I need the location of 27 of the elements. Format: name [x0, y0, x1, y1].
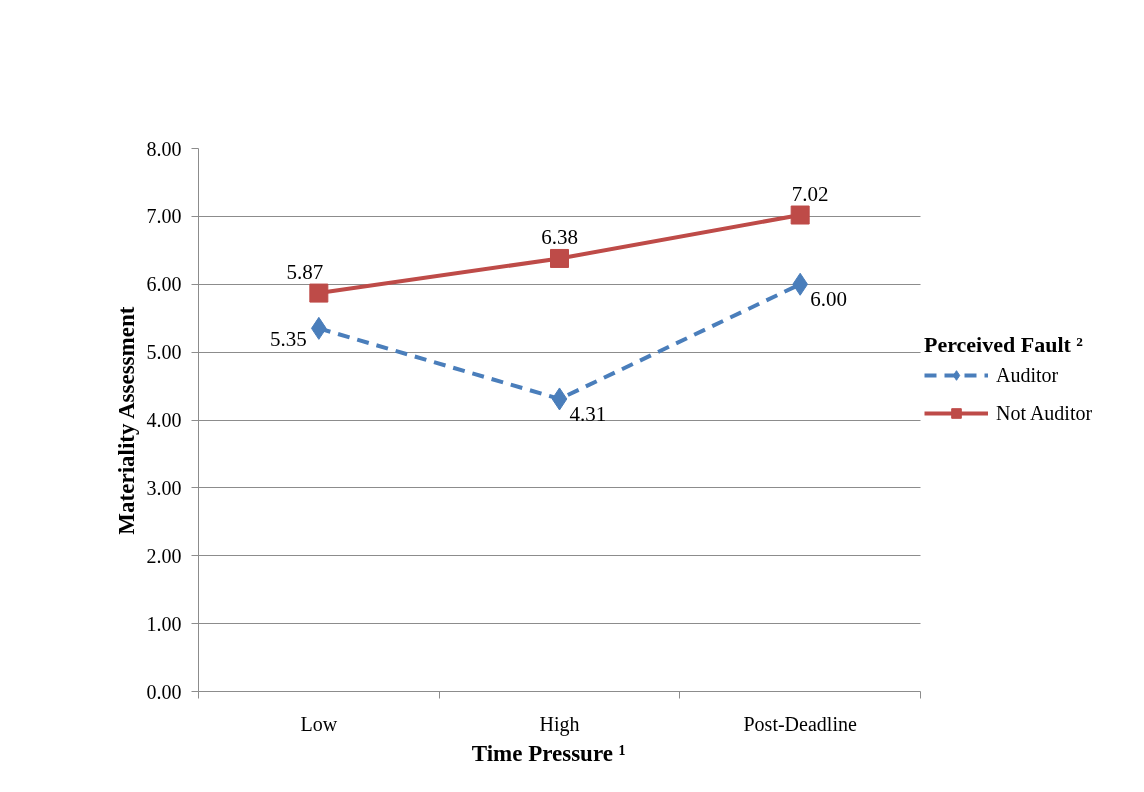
- y-tick-label: 8.00: [146, 137, 182, 160]
- x-tick-label: Post-Deadline: [743, 712, 857, 735]
- y-tick-label: 7.00: [146, 205, 182, 228]
- data-label: 7.02: [791, 182, 829, 207]
- y-tick-label: 6.00: [146, 273, 182, 296]
- data-label: 6.00: [810, 287, 847, 312]
- data-label: 5.35: [270, 327, 307, 352]
- x-tick-label: High: [539, 712, 580, 736]
- y-axis-title: Materiality Assessment: [113, 306, 139, 535]
- data-label: 5.87: [286, 260, 324, 285]
- data-label: 4.31: [569, 401, 607, 426]
- y-tick-label: 4.00: [146, 409, 182, 431]
- y-tick-label: 3.00: [146, 476, 182, 499]
- y-tick-label: 0.00: [146, 680, 182, 703]
- x-tick-label: Low: [300, 712, 338, 735]
- point: [790, 205, 810, 225]
- legend-title: Perceived Fault ²: [924, 332, 1084, 358]
- legend-label: Auditor: [996, 363, 1059, 387]
- legend-label: Not Auditor: [996, 401, 1093, 425]
- data-label: 6.38: [541, 225, 578, 250]
- point: [551, 387, 568, 411]
- y-tick-label: 2.00: [146, 544, 182, 567]
- y-tick-label: 5.00: [146, 341, 182, 364]
- x-axis-title: Time Pressure ¹: [471, 740, 626, 766]
- y-tick-label: 1.00: [146, 612, 182, 635]
- point: [550, 248, 569, 268]
- point: [309, 283, 329, 303]
